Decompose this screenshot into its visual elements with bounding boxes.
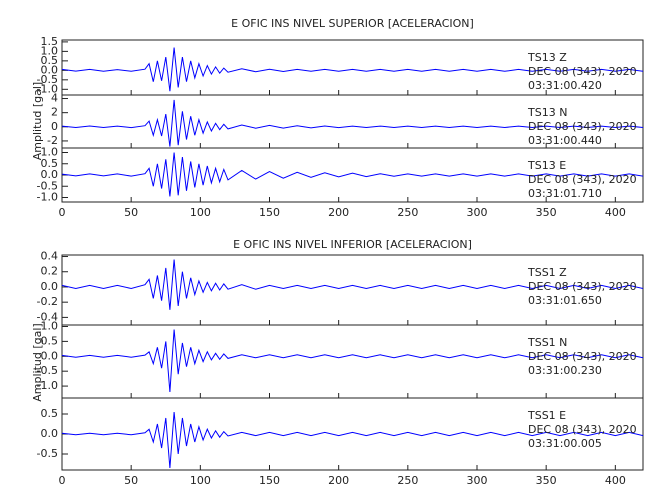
y-tick-label: 0.5 (41, 157, 59, 170)
y-tick-label: 0.0 (41, 168, 59, 181)
trace-time: 03:31:00.005 (528, 437, 602, 450)
waveform (61, 152, 644, 197)
y-tick-label: 0.5 (41, 54, 59, 67)
y-tick-label: 1.0 (41, 44, 59, 57)
trace-station: TS13 N (527, 106, 567, 119)
trace-time: 03:31:00.230 (528, 364, 602, 377)
trace-date: DEC 08 (343), 2020 (528, 173, 637, 186)
x-tick-label: 350 (536, 206, 557, 219)
trace-station: TSS1 E (527, 409, 566, 422)
trace-station: TSS1 N (527, 336, 567, 349)
waveform (61, 329, 644, 393)
x-tick-label: 0 (59, 474, 66, 487)
y-tick-label: -2 (47, 134, 58, 147)
y-tick-label: 0.2 (41, 265, 59, 278)
x-tick-label: 100 (190, 474, 211, 487)
trace-date: DEC 08 (343), 2020 (528, 423, 637, 436)
y-tick-label: -0.5 (37, 179, 58, 192)
trace-time: 03:31:00.420 (528, 79, 602, 92)
trace-date: DEC 08 (343), 2020 (528, 65, 637, 78)
y-tick-label: 0.0 (41, 349, 59, 362)
x-tick-label: 300 (467, 474, 488, 487)
trace-station: TS13 Z (527, 51, 567, 64)
y-tick-label: 0.0 (41, 63, 59, 76)
trace-station: TS13 E (527, 159, 566, 172)
trace-date: DEC 08 (343), 2020 (528, 120, 637, 133)
y-tick-label: 0.0 (41, 280, 59, 293)
y-tick-label: 0.5 (41, 407, 59, 420)
y-tick-label: 0.0 (41, 427, 59, 440)
x-tick-label: 400 (605, 206, 626, 219)
waveform (61, 259, 644, 310)
trace-time: 03:31:00.440 (528, 134, 602, 147)
trace-date: DEC 08 (343), 2020 (528, 280, 637, 293)
y-tick-label: -1.0 (37, 379, 58, 392)
y-tick-label: 0.5 (41, 334, 59, 347)
y-tick-label: -0.4 (37, 310, 58, 323)
y-tick-label: 1.5 (41, 35, 59, 48)
y-tick-label: -0.2 (37, 295, 58, 308)
y-tick-label: -0.5 (37, 73, 58, 86)
y-tick-label: -1.0 (37, 191, 58, 204)
chart-title: E OFIC INS NIVEL SUPERIOR [ACELERACION] (231, 17, 474, 30)
y-axis-label: Amplitud [gal] (31, 323, 44, 401)
waveform (61, 47, 644, 92)
x-tick-label: 150 (259, 474, 280, 487)
trace-time: 03:31:01.650 (528, 294, 602, 307)
x-tick-label: 100 (190, 206, 211, 219)
y-axis-label: Amplitud [gal] (31, 82, 44, 160)
y-tick-label: 1.0 (41, 146, 59, 159)
x-tick-label: 400 (605, 474, 626, 487)
waveform (61, 99, 644, 147)
trace-time: 03:31:01.710 (528, 187, 602, 200)
x-tick-label: 50 (124, 206, 138, 219)
y-tick-label: 0 (51, 120, 58, 133)
x-tick-label: 250 (397, 474, 418, 487)
x-tick-label: 300 (467, 206, 488, 219)
y-tick-label: 0.4 (41, 250, 59, 263)
trace-date: DEC 08 (343), 2020 (528, 350, 637, 363)
chart-title: E OFIC INS NIVEL INFERIOR [ACELERACION] (233, 238, 472, 251)
y-tick-label: -1.0 (37, 82, 58, 95)
y-tick-label: 2 (51, 106, 58, 119)
y-tick-label: -0.5 (37, 364, 58, 377)
x-tick-label: 200 (328, 474, 349, 487)
y-tick-label: 4 (51, 92, 58, 105)
trace-station: TSS1 Z (527, 266, 567, 279)
y-tick-label: 1.0 (41, 319, 59, 332)
waveform (61, 411, 644, 469)
x-tick-label: 0 (59, 206, 66, 219)
x-tick-label: 250 (397, 206, 418, 219)
x-tick-label: 50 (124, 474, 138, 487)
x-tick-label: 350 (536, 474, 557, 487)
x-tick-label: 200 (328, 206, 349, 219)
y-tick-label: -0.5 (37, 447, 58, 460)
x-tick-label: 150 (259, 206, 280, 219)
